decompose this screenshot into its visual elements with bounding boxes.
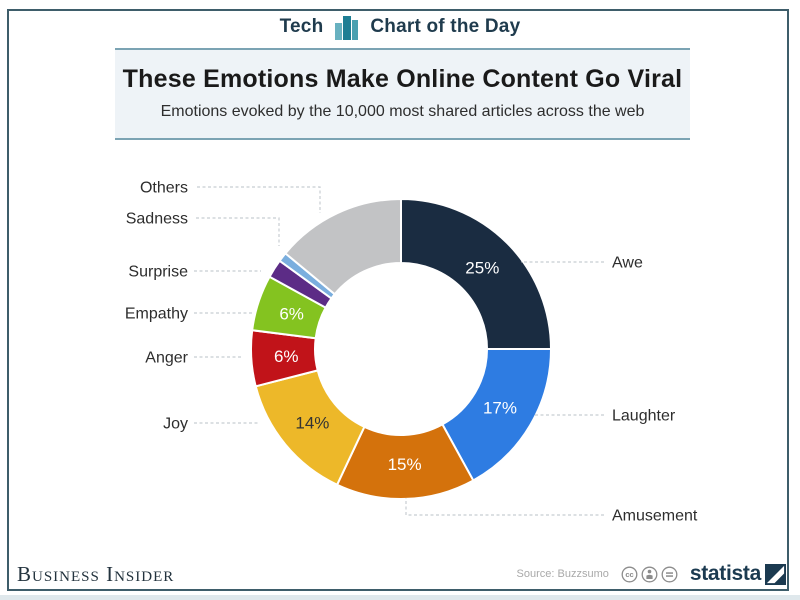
bar-chart-icon (334, 14, 359, 40)
statista-wordmark: statista (689, 562, 761, 585)
category-label-surprise: Surprise (128, 264, 188, 281)
statista-logo-icon (765, 563, 786, 585)
category-label-amusement: Amusement (612, 508, 698, 525)
category-label-laughter: Laughter (612, 408, 676, 425)
percent-label-empathy: 6% (279, 304, 304, 323)
category-label-awe: Awe (612, 255, 643, 272)
donut-slice-awe (400, 198, 552, 350)
leader-line-amusement (405, 498, 604, 516)
source-text: Source: Buzzsumo (516, 568, 609, 580)
title-panel: These Emotions Make Online Content Go Vi… (115, 48, 690, 140)
percent-label-joy: 14% (295, 413, 329, 432)
category-label-others: Others (140, 180, 188, 197)
no-derivatives-icon (661, 566, 678, 583)
category-label-anger: Anger (145, 350, 188, 367)
category-label-empathy: Empathy (125, 306, 188, 323)
cc-license-icons: cc (621, 566, 678, 583)
attribution-icon (641, 566, 658, 583)
percent-label-awe: 25% (465, 259, 499, 278)
percent-label-amusement: 15% (388, 455, 422, 474)
page-title: These Emotions Make Online Content Go Vi… (122, 65, 683, 93)
business-insider-logo: Business Insider (17, 561, 175, 586)
category-label-sadness: Sadness (126, 211, 188, 228)
svg-text:cc: cc (625, 570, 633, 579)
donut-slice-others (284, 198, 402, 296)
page-bottom-strip (0, 595, 800, 600)
cc-icon: cc (621, 566, 638, 583)
category-label-joy: Joy (163, 416, 188, 433)
page-subtitle: Emotions evoked by the 10,000 most share… (160, 103, 645, 120)
statista-logo: statista (690, 562, 786, 586)
footer-right-group: Source: Buzzsumo cc (517, 560, 786, 588)
percent-label-anger: 6% (274, 347, 299, 366)
percent-label-laughter: 17% (483, 398, 517, 417)
header-bar: Tech Chart of the Day (0, 12, 800, 42)
leader-line-others (197, 186, 321, 213)
chart-of-the-day-label: Chart of the Day (370, 16, 521, 37)
tech-label: Tech (279, 16, 324, 37)
leader-line-sadness (196, 217, 280, 246)
